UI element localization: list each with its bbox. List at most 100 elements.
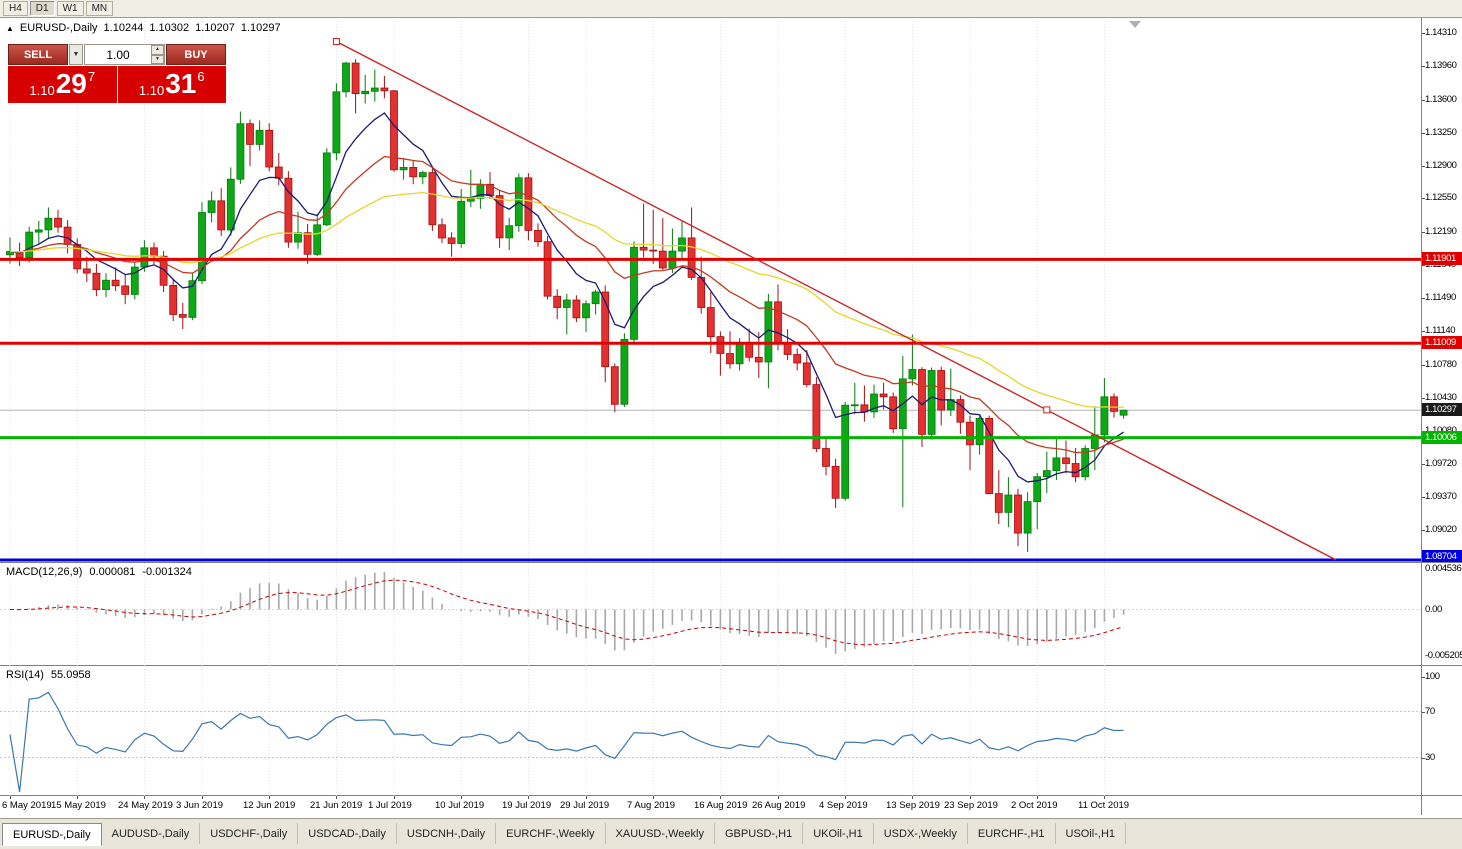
tab-eurusd-daily[interactable]: EURUSD-,Daily [2,823,102,846]
price-axis-label: 1.10080 [1425,425,1457,436]
rsi-chart[interactable] [0,666,1421,796]
date-axis-label: 6 May 2019 [2,800,52,811]
price-axis-tick-mark [1422,464,1425,465]
tab-usdcnh-daily[interactable]: USDCNH-,Daily [397,823,497,844]
candles [6,59,1128,552]
price-axis-tick-mark [1422,166,1425,167]
volume-field: ▲ ▼ [84,44,165,65]
volume-input[interactable] [85,45,164,64]
timeframe-button-h4[interactable]: H4 [3,1,28,16]
rsi-axis-label: 100 [1425,671,1440,682]
collapse-icon[interactable]: ▲ [6,24,14,33]
price-axis-tick-mark [1422,331,1425,332]
date-tick-mark [970,796,971,799]
buy-price-pips: 31 [165,68,197,99]
buy-price-base: 1.10 [138,83,165,98]
descending-trendline[interactable] [332,38,1337,561]
volume-spinner: ▲ ▼ [151,45,164,64]
timeframe-button-w1[interactable]: W1 [56,1,84,16]
tab-usoil-h1[interactable]: USOil-,H1 [1056,823,1127,844]
rsi-axis-tick-mark [1422,677,1425,678]
rsi-label: RSI(14) [6,669,44,681]
date-tick-mark [778,796,779,799]
chart-header: ▲ EURUSD-,Daily 1.10244 1.10302 1.10207 … [6,22,281,34]
price-axis-tick-mark [1422,100,1425,101]
tab-usdcad-daily[interactable]: USDCAD-,Daily [298,823,397,844]
rsi-axis-label: 30 [1425,752,1435,763]
rsi-axis-tick-mark [1422,712,1425,713]
price-axis-tick-mark [1422,33,1425,34]
date-axis-label: 29 Jul 2019 [560,800,610,811]
level-price-badge: 1.10006 [1422,431,1462,444]
symbol-timeframe-label: EURUSD-,Daily [19,22,98,34]
timeframe-button-d1[interactable]: D1 [29,1,55,16]
timeframe-button-mn[interactable]: MN [85,1,114,16]
date-tick-mark [1104,796,1105,799]
tab-eurchf-weekly[interactable]: EURCHF-,Weekly [496,823,606,844]
date-axis-label: 2 Oct 2019 [1011,800,1058,811]
date-axis-label: 13 Sep 2019 [886,800,940,811]
current-price-badge: 1.10297 [1422,403,1462,416]
date-axis-label: 21 Jun 2019 [310,800,363,811]
price-axis-label: 1.14310 [1425,27,1457,38]
date-tick-mark [202,796,203,799]
date-axis-label: 10 Jul 2019 [435,800,485,811]
rsi-panel: RSI(14) 55.0958 100 70 30 [0,666,1462,796]
tab-usdchf-daily[interactable]: USDCHF-,Daily [200,823,299,844]
buy-button[interactable]: BUY [166,44,226,65]
price-chart[interactable] [0,18,1421,563]
tab-xauusd-weekly[interactable]: XAUUSD-,Weekly [606,823,715,844]
price-axis-tick-mark [1422,265,1425,266]
date-axis-label: 1 Jul 2019 [368,800,412,811]
buy-price-pipette: 6 [197,69,205,84]
ma-20-line [9,155,1124,454]
tab-ukoil-h1[interactable]: UKOil-,H1 [803,823,874,844]
date-axis-label: 23 Sep 2019 [944,800,998,811]
price-axis-tick-mark [1422,133,1425,134]
tab-audusd-daily[interactable]: AUDUSD-,Daily [102,823,201,844]
macd-signal-line [9,579,1124,646]
tab-eurchf-h1[interactable]: EURCHF-,H1 [968,823,1056,844]
date-axis-label: 16 Aug 2019 [694,800,748,811]
date-axis-label: 24 May 2019 [118,800,173,811]
axis-corner [1421,796,1462,815]
sell-price-display[interactable]: 1.10 29 7 [8,66,117,103]
trendline-anchor[interactable] [332,38,340,45]
price-axis-label: 1.13250 [1425,127,1457,138]
price-axis-tick-mark [1422,66,1425,67]
chart-window: ▲ EURUSD-,Daily 1.10244 1.10302 1.10207 … [0,18,1462,818]
macd-signal-value: -0.001324 [142,566,192,578]
volume-dropdown-icon[interactable]: ▼ [69,44,83,65]
chart-shift-marker-icon[interactable] [1129,21,1141,28]
rsi-header: RSI(14) 55.0958 [6,669,91,681]
tab-usdx-weekly[interactable]: USDX-,Weekly [874,823,968,844]
date-tick-mark [269,796,270,799]
volume-increase-icon[interactable]: ▲ [151,45,164,55]
level-price-badge: 1.08704 [1422,550,1462,562]
buy-price-display[interactable]: 1.10 31 6 [117,66,226,103]
date-tick-mark [461,796,462,799]
macd-histogram [18,572,1125,654]
price-axis-tick-mark [1422,198,1425,199]
rsi-axis: 100 70 30 [1421,666,1462,795]
macd-header: MACD(12,26,9) 0.000081 -0.001324 [6,566,192,578]
volume-decrease-icon[interactable]: ▼ [151,54,164,64]
trendline-anchor[interactable] [1043,406,1051,414]
macd-value: 0.000081 [89,566,136,578]
level-price-badge: 1.11901 [1422,252,1462,265]
sell-button[interactable]: SELL [8,44,68,65]
price-axis: 1.14310 1.13960 1.13600 1.13250 1.12900 1.125… [1421,18,1462,562]
rsi-value: 55.0958 [50,669,91,681]
tab-gbpusd-h1[interactable]: GBPUSD-,H1 [715,823,804,844]
date-tick-mark [394,796,395,799]
ohlc-low: 1.10207 [195,22,235,34]
macd-axis-label: -0.005205 [1425,650,1462,661]
date-tick-mark [77,796,78,799]
price-axis-tick-mark [1422,232,1425,233]
macd-chart[interactable] [0,563,1421,666]
ohlc-high: 1.10302 [149,22,190,34]
timeframe-toolbar: H4 D1 W1 MN [0,0,1462,18]
price-axis-label: 1.09020 [1425,524,1457,535]
price-axis-label: 1.13960 [1425,60,1457,71]
